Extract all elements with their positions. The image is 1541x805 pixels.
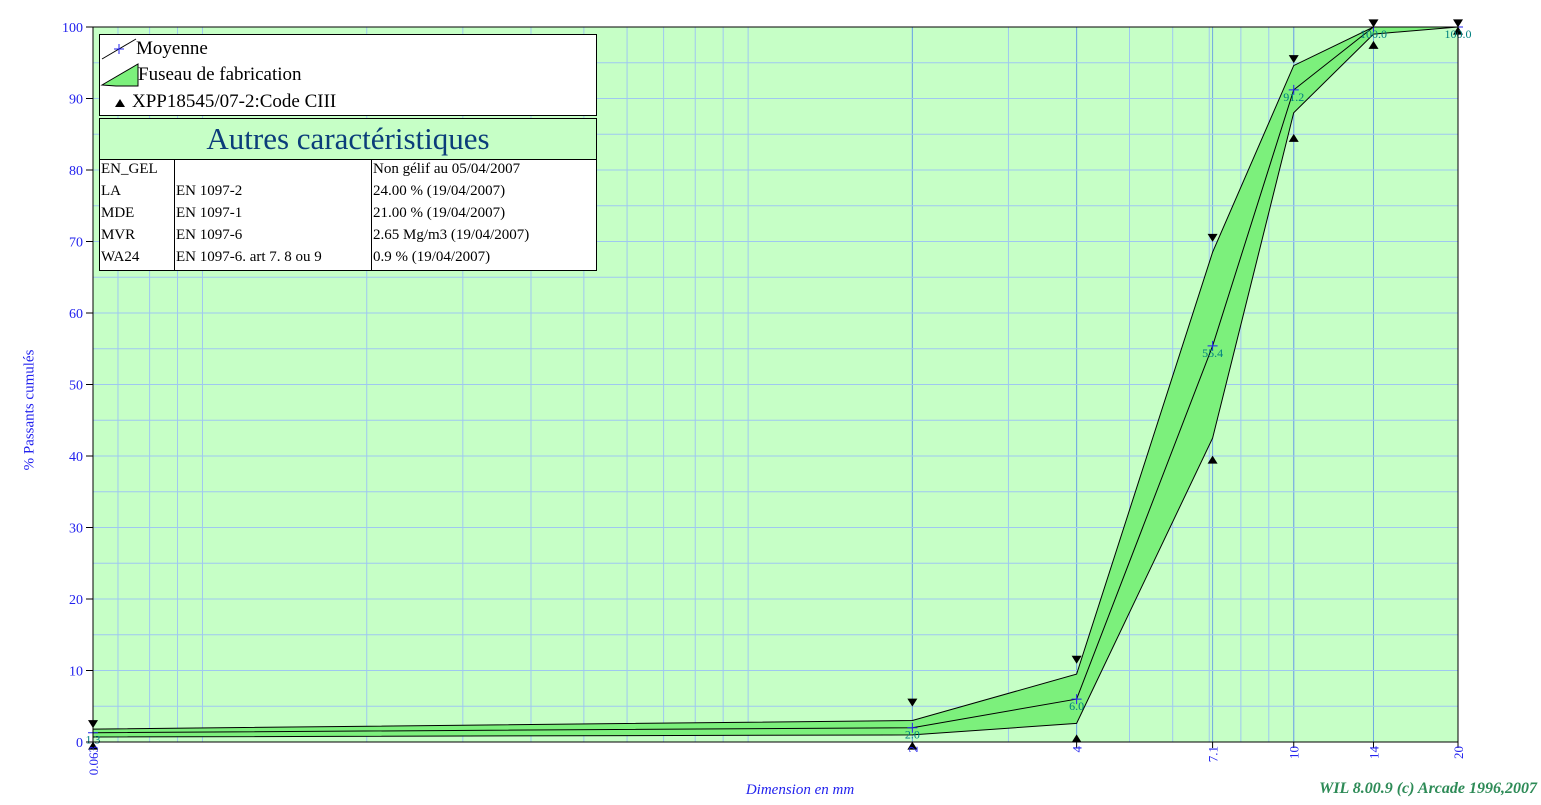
data-label: 6.0 [1069, 699, 1084, 713]
data-label: 2.0 [905, 728, 920, 742]
legend-label: XPP18545/07-2:Code CIII [132, 91, 337, 112]
x-tick-label: 2 [905, 746, 920, 753]
mean-point [907, 722, 918, 733]
table-row: MVR EN 1097-6 2.65 Mg/m3 (19/04/2007) [100, 226, 596, 248]
fuseau-band [92, 26, 1459, 738]
table-row: EN_GEL Non gélif au 05/04/2007 [100, 160, 596, 182]
y-tick-label: 50 [69, 379, 83, 394]
xpp-upper-marker [1453, 19, 1463, 28]
xpp-upper-marker [1071, 655, 1082, 664]
legend-label: Moyenne [136, 38, 208, 59]
x-tick-label: 0.063 [86, 746, 101, 775]
table-cell: 24.00 % (19/04/2007) [373, 183, 506, 199]
xpp-upper-marker [907, 698, 918, 707]
characteristics-title: Autres caractéristiques [100, 119, 596, 160]
data-label: 91.2 [1283, 90, 1304, 104]
software-credit: WIL 8.00.9 (c) Arcade 1996,2007 [1319, 780, 1537, 797]
legend-label: Fuseau de fabrication [138, 64, 302, 85]
legend: Moyenne Fuseau de fabrication XPP18545/0… [99, 34, 597, 116]
table-cell: EN 1097-6. art 7. 8 ou 9 [174, 248, 372, 270]
y-tick-label: 20 [69, 593, 83, 608]
xpp-lower-marker [1368, 40, 1379, 49]
characteristics-table: EN_GEL Non gélif au 05/04/2007 LA EN 109… [100, 160, 596, 270]
y-tick-label: 70 [69, 236, 83, 251]
y-tick-label: 10 [69, 665, 83, 680]
characteristics-panel: Autres caractéristiques EN_GEL Non gélif… [99, 118, 597, 271]
x-axis-title: Dimension en mm [745, 782, 855, 798]
x-tick-label: 20 [1451, 746, 1466, 759]
table-cell: 0.9 % (19/04/2007) [373, 249, 491, 265]
table-cell: MVR [100, 226, 175, 248]
table-cell: 2.65 Mg/m3 (19/04/2007) [373, 227, 530, 243]
y-tick-label: 90 [69, 93, 83, 108]
mean-line-icon [101, 38, 137, 60]
data-label: 100.0 [1360, 27, 1387, 41]
band-swatch-icon [100, 63, 139, 87]
y-tick-label: 80 [69, 164, 83, 179]
y-tick-label: 40 [69, 450, 83, 465]
xpp-upper-marker [1288, 55, 1299, 64]
table-cell: Non gélif au 05/04/2007 [373, 161, 521, 177]
table-cell: EN 1097-2 [174, 182, 372, 204]
xpp-lower-marker [1288, 133, 1299, 142]
x-tick-label: 4 [1070, 746, 1085, 753]
table-row: WA24 EN 1097-6. art 7. 8 ou 9 0.9 % (19/… [100, 248, 596, 270]
table-row: LA EN 1097-2 24.00 % (19/04/2007) [100, 182, 596, 204]
legend-item-xpp: XPP18545/07-2:Code CIII [100, 90, 336, 114]
table-row: MDE EN 1097-1 21.00 % (19/04/2007) [100, 204, 596, 226]
y-axis-title: % Passants cumulés [21, 349, 38, 471]
legend-item-moyenne: Moyenne [100, 37, 208, 61]
table-cell: MDE [100, 204, 175, 226]
y-tick-label: 100 [62, 21, 83, 36]
xpp-lower-marker [1207, 455, 1218, 464]
xpp-upper-marker [1207, 233, 1218, 242]
table-cell: 21.00 % (19/04/2007) [373, 205, 506, 221]
y-tick-label: 60 [69, 307, 83, 322]
data-label: 55.4 [1202, 346, 1223, 360]
y-tick-label: 0 [76, 736, 83, 751]
x-tick-label: 7.1 [1206, 746, 1221, 762]
table-cell: EN 1097-6 [174, 226, 372, 248]
table-cell: EN 1097-1 [174, 204, 372, 226]
xpp-upper-marker [1368, 19, 1379, 28]
table-cell [174, 160, 372, 182]
mean-point [1207, 340, 1218, 351]
mean-point [1288, 84, 1299, 95]
x-tick-label: 14 [1366, 746, 1381, 760]
xpp-lower-marker [1071, 734, 1082, 743]
y-tick-label: 30 [69, 522, 83, 537]
legend-item-fuseau: Fuseau de fabrication [100, 63, 302, 87]
table-cell: LA [100, 182, 175, 204]
triangle-marker-icon [115, 99, 125, 107]
table-cell: EN_GEL [100, 160, 175, 182]
x-tick-label: 10 [1287, 746, 1302, 759]
mean-point [1071, 694, 1082, 705]
table-cell: WA24 [100, 248, 175, 270]
